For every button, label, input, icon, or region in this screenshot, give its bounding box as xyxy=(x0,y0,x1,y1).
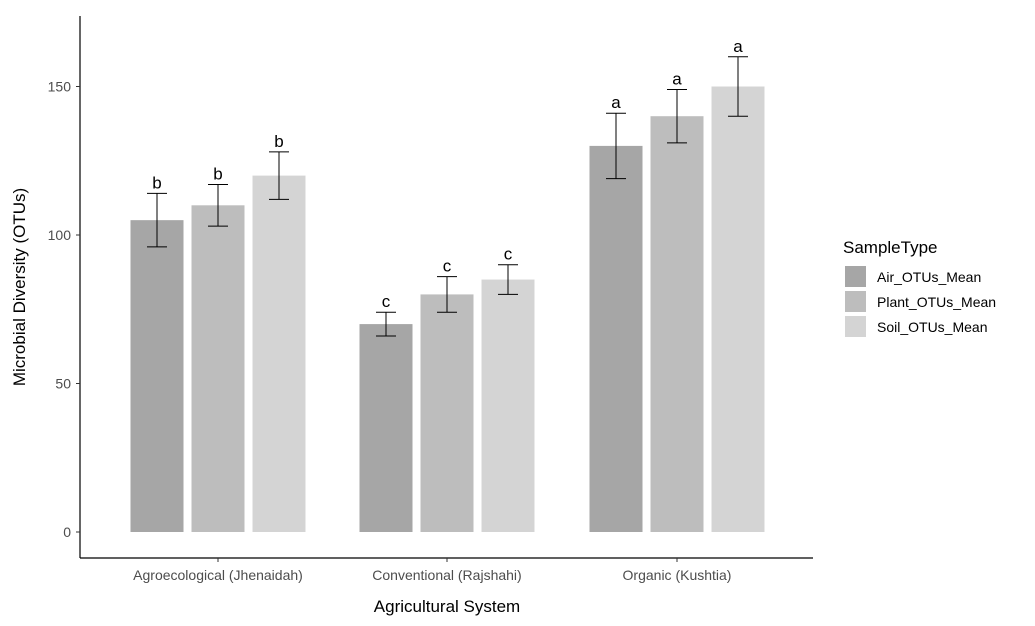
errorbar-Plant_OTUs_Mean-0 xyxy=(208,184,228,227)
sig-label-Plant_OTUs_Mean-1: c xyxy=(443,257,452,276)
y-tick-label: 150 xyxy=(48,79,72,95)
bar-Air_OTUs_Mean-0 xyxy=(130,220,184,532)
x-tick-label: Agroecological (Jhenaidah) xyxy=(133,567,303,583)
errorbar-Soil_OTUs_Mean-2 xyxy=(728,56,748,117)
sig-label-Plant_OTUs_Mean-0: b xyxy=(213,165,222,184)
bar-Plant_OTUs_Mean-0 xyxy=(191,205,245,533)
bar-Soil_OTUs_Mean-1 xyxy=(481,279,535,532)
y-ticks: 0 50 100 150 xyxy=(48,79,80,540)
y-tick-label: 50 xyxy=(55,376,71,392)
errorbar-Plant_OTUs_Mean-1 xyxy=(437,276,457,313)
legend-swatch-Soil_OTUs_Mean xyxy=(845,316,866,337)
legend-swatch-Plant_OTUs_Mean xyxy=(845,291,866,312)
sig-label-Soil_OTUs_Mean-0: b xyxy=(274,132,283,151)
errorbar-Plant_OTUs_Mean-2 xyxy=(667,88,687,144)
errorbar-Soil_OTUs_Mean-1 xyxy=(498,264,518,295)
bar-Soil_OTUs_Mean-2 xyxy=(711,86,765,532)
sig-label-Air_OTUs_Mean-2: a xyxy=(611,93,621,112)
errorbars-layer xyxy=(147,56,748,337)
legend: SampleType Air_OTUs_Mean Plant_OTUs_Mean S… xyxy=(843,238,996,337)
bar-Air_OTUs_Mean-1 xyxy=(359,324,413,532)
bar-Plant_OTUs_Mean-1 xyxy=(420,294,474,532)
sig-label-Soil_OTUs_Mean-1: c xyxy=(504,245,513,264)
errorbar-Air_OTUs_Mean-2 xyxy=(606,112,626,180)
errorbar-Soil_OTUs_Mean-0 xyxy=(269,151,289,200)
legend-label-Plant_OTUs_Mean: Plant_OTUs_Mean xyxy=(877,294,996,310)
legend-label-Soil_OTUs_Mean: Soil_OTUs_Mean xyxy=(877,319,988,335)
y-tick-label: 100 xyxy=(48,227,72,243)
y-axis-title: Microbial Diversity (OTUs) xyxy=(10,188,29,386)
sig-label-Air_OTUs_Mean-1: c xyxy=(382,292,391,311)
x-ticks: Agroecological (Jhenaidah) Conventional (… xyxy=(133,558,731,583)
errorbar-Air_OTUs_Mean-0 xyxy=(147,192,167,248)
bar-Plant_OTUs_Mean-2 xyxy=(650,116,704,532)
bar-Soil_OTUs_Mean-0 xyxy=(252,175,306,532)
x-axis-title: Agricultural System xyxy=(374,597,520,616)
y-tick-label: 0 xyxy=(63,524,71,540)
significance-labels-layer: b c a b c a b c a xyxy=(152,37,743,311)
x-tick-label: Organic (Kushtia) xyxy=(623,567,732,583)
legend-swatch-Air_OTUs_Mean xyxy=(845,266,866,287)
bar-Air_OTUs_Mean-2 xyxy=(589,145,643,532)
bars-layer xyxy=(130,86,765,533)
sig-label-Plant_OTUs_Mean-2: a xyxy=(672,69,682,88)
sig-label-Soil_OTUs_Mean-2: a xyxy=(733,37,743,56)
legend-label-Air_OTUs_Mean: Air_OTUs_Mean xyxy=(877,269,981,285)
sig-label-Air_OTUs_Mean-0: b xyxy=(152,173,161,192)
legend-title: SampleType xyxy=(843,238,938,257)
errorbar-Air_OTUs_Mean-1 xyxy=(376,311,396,337)
x-tick-label: Conventional (Rajshahi) xyxy=(372,567,521,583)
